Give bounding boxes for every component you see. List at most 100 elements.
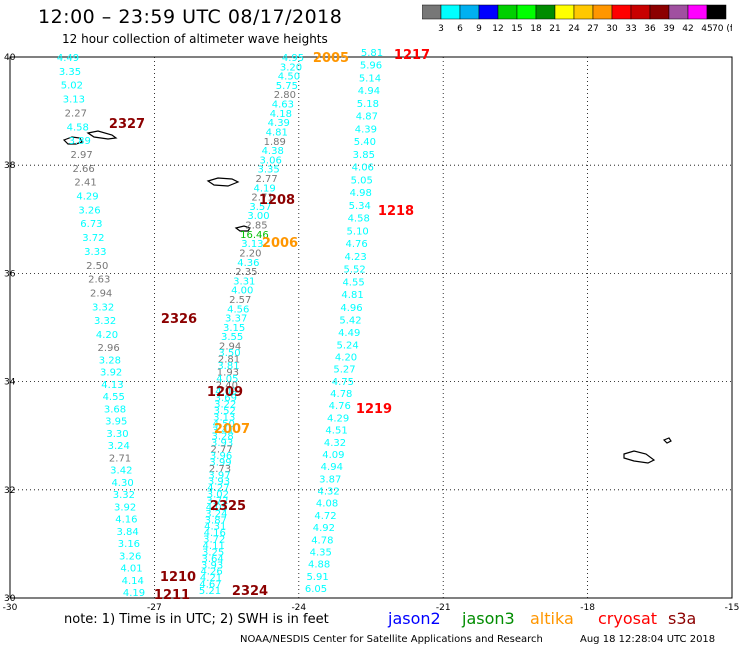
legend-label: 39 [663,24,675,34]
island-outline [662,437,672,444]
pass-time-label: 1217 [394,48,430,63]
page-title: 12:00 – 23:59 UTC 08/17/2018 [38,6,343,28]
wave-height-label: 2.94 [90,289,112,300]
legend-label: 15 [511,24,522,34]
pass-time-label: 2327 [109,117,145,132]
island-outline [234,225,251,232]
map-frame [9,56,733,599]
wave-height-label: 2.73 [209,464,231,475]
wave-height-label: 3.16 [118,539,140,550]
wave-height-label: 5.75 [276,81,298,92]
legend-label: 33 [625,24,636,34]
wave-height-label: 3.93 [201,560,223,571]
wave-height-label: 5.91 [306,572,328,583]
wave-height-label: 3.37 [225,314,247,325]
pass-time-label: 1219 [356,402,392,417]
wave-height-label: 3.95 [105,417,127,428]
legend-swatch [706,4,727,20]
wave-height-label: 3.72 [82,233,104,244]
wave-height-label: 3.92 [100,368,122,379]
wave-height-label: 4.18 [270,109,292,120]
legend-label: 24 [568,24,580,34]
wave-height-label: 4.21 [200,573,222,584]
wave-height-label: 3.26 [119,551,141,562]
wave-height-label: 4.49 [338,328,360,339]
wave-height-label: 4.49 [57,53,79,64]
island-outline [86,130,118,140]
wave-height-label: 2.94 [219,342,241,353]
wave-height-label: 4.14 [122,576,144,587]
wave-height-label: 3.35 [258,165,280,176]
wave-height-label: 4.09 [322,450,344,461]
wave-height-label: 2.66 [72,164,94,175]
wave-height-label: 4.50 [278,72,300,83]
wave-height-label: 6.73 [80,219,102,230]
wave-height-label: 3.42 [110,466,132,477]
wave-height-label: 4.19 [123,588,145,599]
pass-time-label: 1208 [259,193,295,208]
wave-height-label: 3.24 [205,509,227,520]
wave-height-label: 5.18 [357,99,379,110]
wave-height-label: 5.27 [333,365,355,376]
legend-label: 30 [606,24,618,34]
legend-label: 3 [438,24,444,34]
wave-height-label: 3.93 [208,477,230,488]
wave-height-label: 4.16 [115,515,137,526]
wave-height-label: 4.78 [311,535,333,546]
wave-height-label: 2.50 [86,261,108,272]
wave-height-label: 5.42 [339,316,361,327]
credit-line: NOAA/NESDIS Center for Satellite Applica… [240,634,543,645]
wave-height-label: 4.39 [355,124,377,135]
wave-height-label: 3.30 [106,429,128,440]
wave-height-label: 4.75 [332,377,354,388]
wave-height-label: 5.05 [351,175,373,186]
wave-height-label: 4.00 [231,286,253,297]
wave-height-label: 5.52 [343,265,365,276]
wave-height-label: 4.76 [329,401,351,412]
wave-height-label: 3.25 [202,547,224,558]
wave-height-label: 4.72 [314,511,336,522]
generated-timestamp: Aug 18 12:28:04 UTC 2018 [580,634,716,645]
wave-height-label: 3.92 [114,502,136,513]
legend-label: 70 (ft) [712,24,732,34]
wave-height-label: 4.78 [330,389,352,400]
wave-height-label: 3.24 [108,441,130,452]
wave-height-label: 2.20 [239,248,261,259]
wave-height-label: 2.63 [88,275,110,286]
wave-height-label: 2.41 [74,178,96,189]
wave-height-label: 4.76 [346,239,368,250]
wave-height-label: 3.15 [223,323,245,334]
y-tick-label: 38 [4,161,16,171]
wave-height-label: 4.16 [204,528,226,539]
wave-height-label: 1.89 [264,137,286,148]
wave-height-label: 4.67 [199,580,221,591]
wave-height-label: 5.81 [361,48,383,59]
wave-height-label: 3.28 [212,432,234,443]
x-tick-label: -15 [725,603,740,613]
pass-time-label: 2006 [262,236,298,251]
wave-height-label: 3.52 [214,406,236,417]
island-outline [206,177,240,187]
x-tick-label: -18 [580,603,595,613]
satellite-legend-item: cryosat [598,609,658,628]
wave-height-label: 5.02 [61,81,83,92]
wave-height-label: 4.55 [103,392,125,403]
wave-height-label: 1.93 [217,367,239,378]
wave-height-label: 3.41 [212,425,234,436]
wave-height-label: 3.84 [117,527,139,538]
wave-height-label: 3.50 [218,348,240,359]
wave-height-label: 4.29 [327,413,349,424]
wave-height-label: 3.96 [210,451,232,462]
wave-height-label: 4.27 [207,483,229,494]
wave-height-label: 2.97 [71,150,93,161]
wave-height-label: 4.31 [204,522,226,533]
wave-height-label: 3.22 [214,400,236,411]
pass-time-label: 2324 [232,584,268,599]
island-outline [62,136,83,145]
wave-height-label: 4.01 [120,564,142,575]
wave-height-label: 2.71 [109,453,131,464]
wave-height-label: 5.10 [347,226,369,237]
y-tick-label: 36 [4,269,16,279]
wave-height-label: 3.20 [280,62,302,73]
